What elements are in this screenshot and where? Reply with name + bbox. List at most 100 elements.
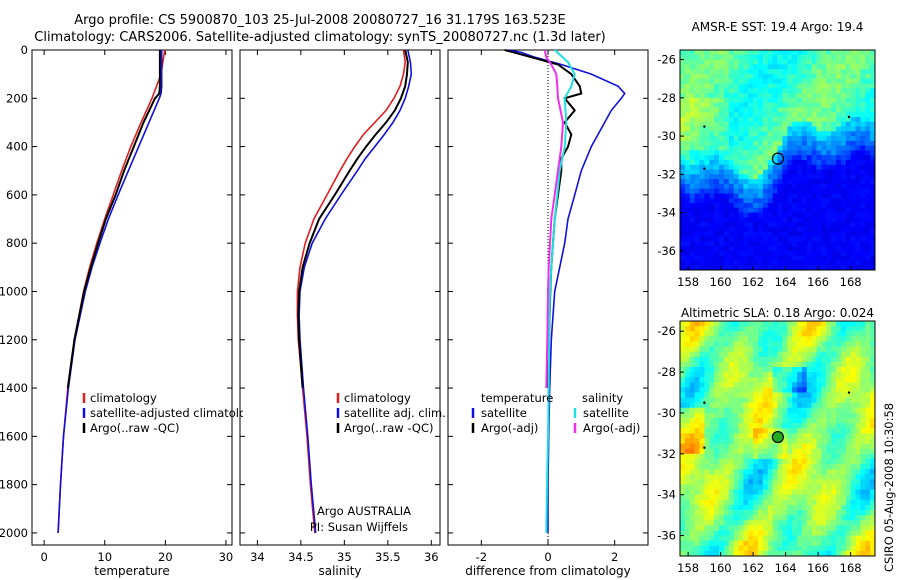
- heatmap-cell: [797, 387, 803, 394]
- heatmap-cell: [840, 255, 847, 262]
- heatmap-cell: [870, 212, 875, 218]
- heatmap-cell: [762, 489, 769, 496]
- heatmap-cell: [758, 83, 764, 89]
- heatmap-cell: [792, 321, 798, 327]
- heatmap-cell: [860, 188, 866, 195]
- heatmap-cell: [714, 250, 720, 257]
- temperature-profile-frame: [31, 49, 233, 546]
- heatmap-cell: [845, 212, 852, 218]
- heatmap-cell: [684, 504, 691, 511]
- heatmap-cell: [855, 443, 861, 450]
- heatmap-cell: [792, 433, 798, 440]
- heatmap-cell: [748, 236, 754, 242]
- heatmap-cell: [743, 346, 749, 353]
- heatmap-cell: [845, 222, 852, 228]
- heatmap-cell: [831, 97, 837, 104]
- heatmap-cell: [826, 260, 832, 266]
- heatmap-cell: [762, 126, 769, 132]
- heatmap-cell: [777, 479, 783, 486]
- heatmap-cell: [709, 367, 715, 373]
- heatmap-cell: [831, 83, 837, 89]
- heatmap-cell: [704, 203, 710, 209]
- heatmap-cell: [792, 198, 798, 204]
- heatmap-cell: [845, 88, 852, 94]
- heatmap-cell: [850, 428, 857, 434]
- heatmap-cell: [704, 326, 710, 332]
- heatmap-cell: [728, 377, 735, 383]
- heatmap-cell: [714, 336, 720, 342]
- heatmap-cell: [758, 336, 764, 342]
- heatmap-cell: [704, 356, 710, 363]
- heatmap-cell: [797, 336, 803, 342]
- heatmap-cell: [850, 260, 857, 266]
- heatmap-cell: [845, 231, 852, 238]
- heatmap-cell: [821, 504, 827, 511]
- heatmap-cell: [738, 510, 744, 516]
- heatmap-cell: [831, 356, 837, 363]
- heatmap-cell: [860, 448, 866, 455]
- heatmap-cell: [860, 545, 866, 552]
- heatmap-cell: [845, 356, 852, 363]
- heatmap-cell: [689, 387, 696, 394]
- heatmap-cell: [709, 198, 715, 204]
- heatmap-cell: [733, 397, 740, 404]
- heatmap-cell: [816, 326, 822, 332]
- heatmap-cell: [709, 387, 715, 394]
- heatmap-cell: [762, 361, 769, 368]
- heatmap-cell: [684, 174, 691, 180]
- heatmap-cell: [689, 150, 696, 156]
- heatmap-cell: [801, 423, 808, 429]
- heatmap-cell: [826, 321, 832, 327]
- heatmap-cell: [860, 150, 866, 156]
- heatmap-cell: [797, 423, 803, 429]
- heatmap-cell: [680, 217, 686, 223]
- heatmap-cell: [684, 331, 691, 337]
- heatmap-cell: [694, 102, 701, 108]
- heatmap-cell: [767, 169, 774, 175]
- heatmap-cell: [840, 479, 847, 486]
- heatmap-cell: [801, 407, 808, 414]
- heatmap-cell: [728, 231, 735, 238]
- heatmap-cell: [694, 78, 701, 85]
- heatmap-cell: [723, 64, 730, 70]
- heatmap-cell: [723, 418, 730, 424]
- heatmap-cell: [719, 499, 725, 506]
- heatmap-cell: [870, 438, 875, 445]
- heatmap-cell: [762, 193, 769, 199]
- heatmap-cell: [845, 150, 852, 156]
- heatmap-cell: [723, 346, 730, 353]
- heatmap-cell: [728, 265, 735, 270]
- heatmap-cell: [855, 255, 861, 262]
- heatmap-cell: [684, 428, 691, 434]
- heatmap-cell: [797, 458, 803, 465]
- heatmap-cell: [801, 382, 808, 388]
- heatmap-cell: [836, 59, 842, 65]
- heatmap-cell: [719, 464, 725, 470]
- heatmap-cell: [758, 438, 764, 445]
- heatmap-cell: [772, 545, 779, 552]
- heatmap-cell: [787, 407, 793, 414]
- heatmap-cell: [855, 102, 861, 108]
- heatmap-cell: [733, 227, 740, 233]
- heatmap-cell: [860, 464, 866, 470]
- heatmap-cell: [826, 382, 832, 388]
- heatmap-cell: [797, 83, 803, 89]
- heatmap-cell: [816, 550, 822, 556]
- heatmap-cell: [719, 530, 725, 537]
- heatmap-cell: [836, 246, 842, 252]
- heatmap-cell: [797, 64, 803, 70]
- heatmap-cell: [855, 54, 861, 61]
- heatmap-cell: [758, 102, 764, 108]
- heatmap-cell: [816, 392, 822, 399]
- heatmap-cell: [787, 188, 793, 195]
- heatmap-cell: [860, 203, 866, 209]
- heatmap-cell: [801, 510, 808, 516]
- heatmap-cell: [782, 489, 788, 496]
- heatmap-cell: [753, 169, 759, 175]
- heatmap-cell: [797, 69, 803, 75]
- heatmap-cell: [680, 126, 686, 132]
- heatmap-cell: [719, 540, 725, 547]
- heatmap-cell: [777, 550, 783, 556]
- heatmap-cell: [699, 438, 705, 445]
- heatmap-cell: [806, 160, 813, 166]
